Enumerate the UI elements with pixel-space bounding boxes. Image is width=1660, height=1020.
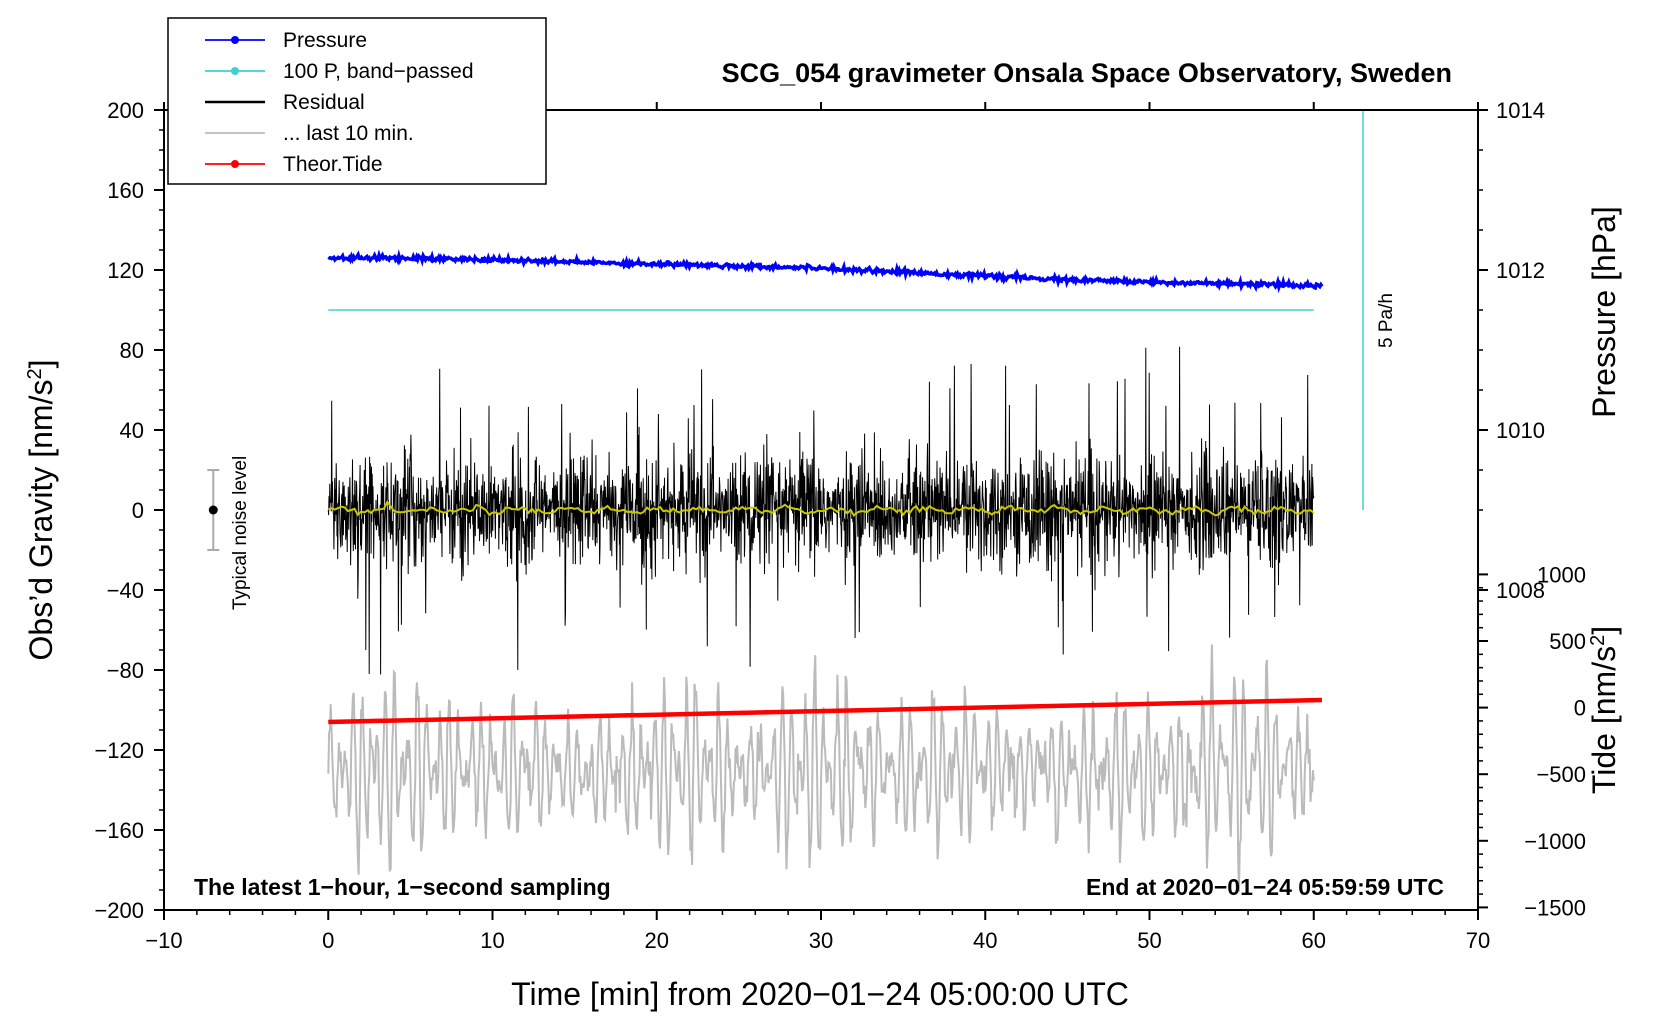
series-last-10-min xyxy=(327,644,1315,892)
tide-tick-label: −1500 xyxy=(1524,895,1586,920)
x-tick-label: 60 xyxy=(1302,928,1326,953)
y-tick-label: 160 xyxy=(107,178,144,203)
y-axis-title-left-main: Obs’d Gravity [nm/s xyxy=(23,380,59,661)
note-left: The latest 1−hour, 1−second sampling xyxy=(194,874,611,900)
tide-tick-label: 0 xyxy=(1574,696,1586,721)
tide-tick-label: 500 xyxy=(1549,629,1586,654)
x-tick-label: 10 xyxy=(480,928,504,953)
legend-label: Residual xyxy=(283,91,365,114)
pressure-tick-label: 1014 xyxy=(1496,98,1545,123)
legend-label: 100 P, band−passed xyxy=(283,60,474,83)
legend-item: 100 P, band−passed xyxy=(205,60,474,83)
noise-bar-dot xyxy=(208,505,218,515)
y-tick-label: −80 xyxy=(107,658,144,683)
x-axis-title: Time [min] from 2020−01−24 05:00:00 UTC xyxy=(511,976,1129,1012)
rate-label: 5 Pa/h xyxy=(1376,293,1397,348)
tide-tick-label: 1000 xyxy=(1537,562,1586,587)
legend-marker xyxy=(231,160,239,168)
y-tick-label: 40 xyxy=(120,418,144,443)
y-axis-title-tide: Tide [nm/s2] xyxy=(1586,626,1622,794)
x-tick-label: 40 xyxy=(973,928,997,953)
legend: Pressure 100 P, band−passed Residual ... la… xyxy=(167,17,547,185)
series-pressure xyxy=(327,249,1324,294)
legend-label: Pressure xyxy=(283,29,367,52)
chart-title: SCG_054 gravimeter Onsala Space Observat… xyxy=(722,58,1452,88)
y-tick-label: 0 xyxy=(132,498,144,523)
y-axis-title-tide-main: Tide [nm/s xyxy=(1586,646,1622,794)
note-right: End at 2020−01−24 05:59:59 UTC xyxy=(1086,874,1444,900)
x-tick-label: 0 xyxy=(322,928,334,953)
x-tick-label: −10 xyxy=(145,928,182,953)
series-residual-smoothed xyxy=(327,499,1315,518)
pressure-tick-label: 1008 xyxy=(1496,578,1545,603)
pressure-tick-label: 1010 xyxy=(1496,418,1545,443)
tide-tick-label: −1000 xyxy=(1524,829,1586,854)
noise-indicator xyxy=(207,469,220,551)
ticks-layer: −10 0 10 20 30 40 50 60 70 200 160 120 80 40 0 −40 −80 −1… xyxy=(94,98,1586,953)
pressure-tick-label: 1012 xyxy=(1496,258,1545,283)
legend-marker xyxy=(231,36,239,44)
y-axis-title-tide-end: ] xyxy=(1586,626,1622,635)
legend-label: ... last 10 min. xyxy=(283,122,414,145)
legend-item: Pressure xyxy=(205,29,367,52)
x-tick-label: 50 xyxy=(1137,928,1161,953)
x-tick-label: 20 xyxy=(645,928,669,953)
noise-label: Typical noise level xyxy=(230,456,251,610)
legend-items: Pressure 100 P, band−passed Residual ... la… xyxy=(205,29,474,176)
x-tick-label: 70 xyxy=(1466,928,1490,953)
y-tick-label: 80 xyxy=(120,338,144,363)
y-tick-label: 120 xyxy=(107,258,144,283)
y-axis-title-left-end: ] xyxy=(23,360,59,369)
series-residual xyxy=(327,346,1315,675)
y-tick-label: −40 xyxy=(107,578,144,603)
y-axis-title-left: Obs’d Gravity [nm/s2] xyxy=(23,360,59,661)
legend-item: Residual xyxy=(205,91,365,114)
y-tick-label: −200 xyxy=(94,898,144,923)
series-theor-tide xyxy=(328,697,1323,725)
y-axis-title-pressure: Pressure [hPa] xyxy=(1586,206,1622,418)
legend-marker xyxy=(231,67,239,75)
y-tick-label: 200 xyxy=(107,98,144,123)
x-tick-label: 30 xyxy=(809,928,833,953)
legend-label: Theor.Tide xyxy=(283,153,383,176)
legend-item: ... last 10 min. xyxy=(205,122,414,145)
y-axis-title-left-sup: 2 xyxy=(24,368,46,379)
y-axis-title-tide-sup: 2 xyxy=(1587,635,1609,646)
series-layer xyxy=(327,110,1364,892)
legend-item: Theor.Tide xyxy=(205,153,383,176)
tide-tick-label: −500 xyxy=(1536,762,1586,787)
y-tick-label: −120 xyxy=(94,738,144,763)
y-tick-label: −160 xyxy=(94,818,144,843)
